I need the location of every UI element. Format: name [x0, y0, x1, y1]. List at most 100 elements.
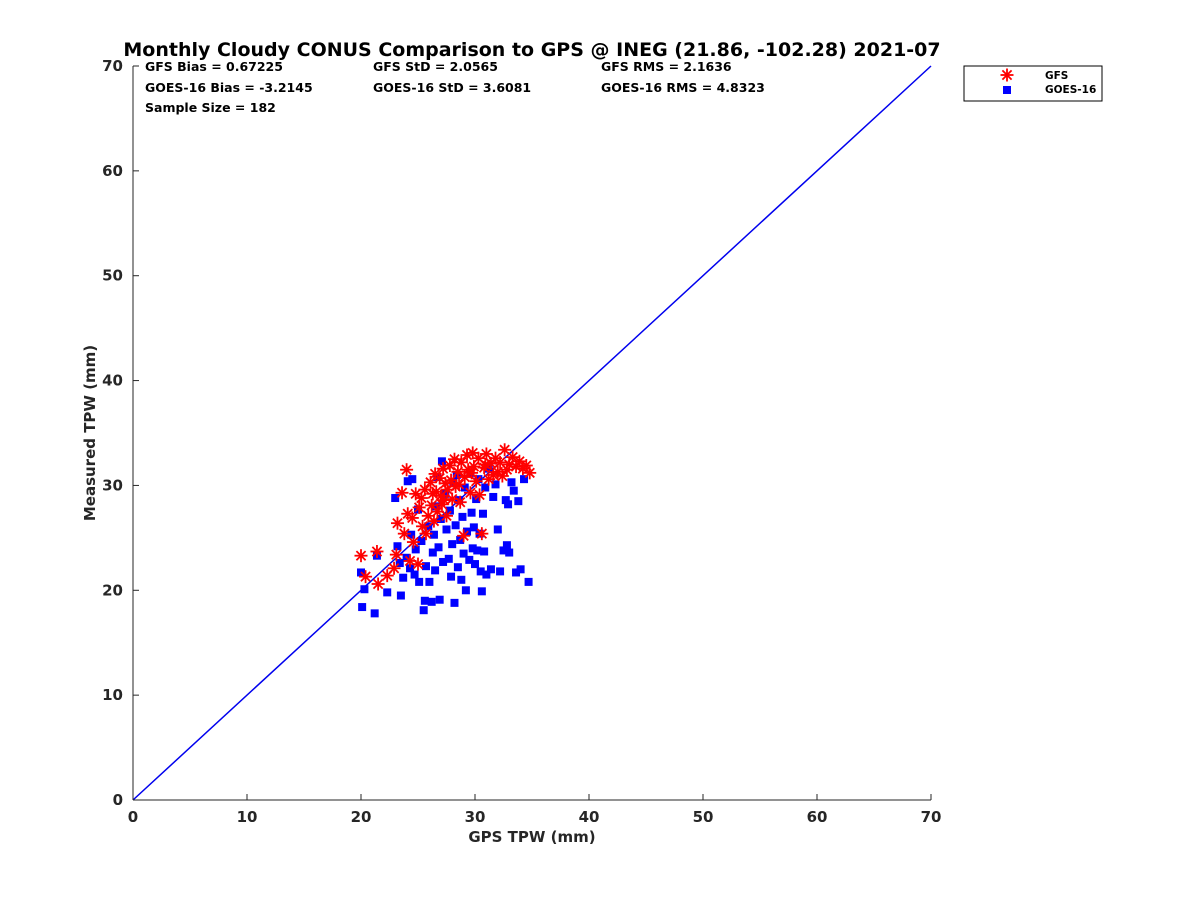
- x-tick-label: 20: [351, 808, 372, 826]
- goes16-point: [468, 544, 477, 553]
- legend-gfs-asterisk-icon: [1000, 68, 1014, 82]
- x-ticks: 0 10 20 30 40 50 60 70: [128, 794, 942, 826]
- goes16-point: [450, 598, 459, 607]
- x-tick-label: 50: [693, 808, 714, 826]
- x-tick-label: 30: [465, 808, 486, 826]
- goes16-point: [524, 577, 533, 586]
- gfs-point: [425, 498, 439, 512]
- gfs-point: [453, 495, 467, 509]
- y-axis-label: Measured TPW (mm): [81, 345, 99, 521]
- goes16-point: [391, 494, 400, 503]
- goes16-point: [507, 478, 516, 487]
- legend-box: [963, 65, 1103, 102]
- stat-goes-std: GOES-16 StD = 3.6081: [373, 80, 531, 95]
- x-tick-label: 10: [237, 808, 258, 826]
- goes16-point: [476, 567, 485, 576]
- goes16-point: [499, 546, 508, 555]
- y-tick-label: 40: [102, 372, 123, 390]
- y-tick-label: 50: [102, 267, 123, 285]
- gfs-point: [370, 544, 384, 558]
- x-axis-label: GPS TPW (mm): [468, 828, 595, 846]
- goes16-point: [458, 512, 467, 521]
- one-to-one-line: [132, 65, 932, 801]
- goes16-point: [451, 521, 460, 530]
- goes16-point: [411, 545, 420, 554]
- goes16-point: [360, 585, 369, 594]
- gfs-point: [397, 527, 411, 541]
- goes16-point: [460, 483, 469, 492]
- y-tick-label: 60: [102, 162, 123, 180]
- goes16-point: [439, 557, 448, 566]
- goes16-point: [419, 606, 428, 615]
- goes16-point: [491, 480, 500, 489]
- stat-sample-size: Sample Size = 182: [145, 100, 276, 115]
- goes16-point: [427, 597, 436, 606]
- goes16-point: [425, 577, 434, 586]
- gfs-point: [400, 463, 414, 477]
- stat-gfs-std: GFS StD = 2.0565: [373, 59, 498, 74]
- chart-title: Monthly Cloudy CONUS Comparison to GPS @…: [123, 39, 940, 61]
- goes16-point: [429, 530, 438, 539]
- goes16-point: [431, 566, 440, 575]
- goes16-point: [448, 540, 457, 549]
- goes16-point: [435, 595, 444, 604]
- stat-gfs-bias: GFS Bias = 0.67225: [145, 59, 283, 74]
- goes16-point: [453, 563, 462, 572]
- goes16-point: [480, 547, 489, 556]
- gfs-point: [390, 516, 404, 530]
- stat-goes-bias: GOES-16 Bias = -3.2145: [145, 80, 313, 95]
- goes16-point: [415, 577, 424, 586]
- goes16-point: [445, 506, 454, 515]
- y-tick-label: 70: [102, 57, 123, 75]
- gfs-point: [387, 561, 401, 575]
- stat-goes-rms: GOES-16 RMS = 4.8323: [601, 80, 765, 95]
- gfs-point: [457, 529, 471, 543]
- goes16-point: [408, 475, 417, 484]
- goes16-point: [437, 457, 446, 466]
- gfs-point: [427, 514, 441, 528]
- gfs-point: [452, 477, 466, 491]
- x-tick-label: 0: [128, 808, 138, 826]
- gfs-point: [463, 486, 477, 500]
- y-tick-label: 20: [102, 581, 123, 599]
- goes16-point: [434, 543, 443, 552]
- goes16-point: [452, 470, 461, 479]
- goes16-point: [482, 570, 491, 579]
- goes16-point: [395, 559, 404, 568]
- x-tick-label: 40: [579, 808, 600, 826]
- goes16-point: [399, 573, 408, 582]
- goes16-point: [501, 496, 510, 505]
- y-tick-label: 30: [102, 476, 123, 494]
- gfs-point: [354, 549, 368, 563]
- goes16-point: [473, 546, 482, 555]
- y-ticks: 0 10 20 30 40 50 60 70: [102, 57, 139, 809]
- gfs-point: [418, 483, 432, 497]
- legend-goes16-label: GOES-16: [1045, 84, 1096, 96]
- goes16-point: [502, 541, 511, 550]
- goes16-point: [493, 525, 502, 534]
- legend-goes16-square-icon: [1003, 86, 1011, 94]
- gfs-point: [473, 488, 487, 502]
- legend: GFS GOES-16: [963, 65, 1103, 102]
- legend-gfs-marker-shape: [1000, 68, 1014, 82]
- gfs-series: [354, 443, 537, 591]
- goes16-point: [496, 567, 505, 576]
- goes16-point: [486, 565, 495, 574]
- gfs-point: [406, 535, 420, 549]
- goes16-point: [457, 575, 466, 584]
- goes16-point: [504, 500, 513, 509]
- gfs-point: [395, 486, 409, 500]
- goes16-point: [428, 548, 437, 557]
- x-tick-label: 70: [921, 808, 942, 826]
- y-tick-label: 0: [113, 791, 123, 809]
- gfs-point: [430, 505, 444, 519]
- goes16-point: [432, 502, 441, 511]
- goes16-point: [407, 530, 416, 539]
- goes16-point: [459, 549, 468, 558]
- gfs-point: [371, 577, 385, 591]
- legend-gfs-label: GFS: [1045, 70, 1068, 82]
- goes16-point: [447, 572, 456, 581]
- goes16-point: [467, 508, 476, 517]
- goes16-point: [420, 596, 429, 605]
